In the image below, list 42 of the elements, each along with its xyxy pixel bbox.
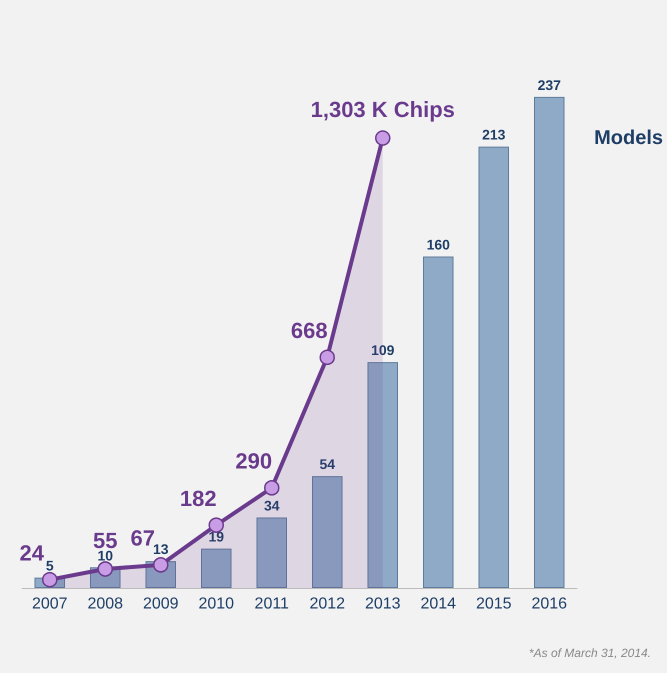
data-label: 24 — [20, 540, 45, 566]
bar — [478, 146, 510, 588]
point — [320, 350, 335, 366]
data-label: 290 — [235, 448, 272, 474]
data-label: 34 — [264, 498, 280, 514]
bar — [312, 476, 343, 588]
data-label: 1,303 K Chips — [310, 96, 455, 122]
bar — [422, 256, 454, 588]
x-tick-label: 2013 — [364, 596, 401, 612]
bar — [200, 548, 232, 588]
bar — [367, 362, 398, 588]
x-tick-label: 2012 — [309, 596, 346, 612]
data-label: 182 — [180, 486, 217, 511]
point — [153, 557, 168, 573]
point — [375, 130, 390, 146]
data-label: 54 — [319, 456, 336, 472]
data-label: 19 — [208, 528, 224, 545]
point — [208, 517, 224, 533]
x-tick-label: 2015 — [476, 596, 512, 612]
data-label: 10 — [97, 547, 114, 564]
bar — [256, 518, 288, 588]
x-tick-label: 2011 — [254, 596, 290, 612]
x-tick-label: 2009 — [142, 596, 179, 612]
point — [264, 480, 280, 496]
data-label: 160 — [426, 236, 450, 252]
data-label: 5 — [46, 558, 54, 574]
x-tick-label: 2010 — [198, 596, 234, 612]
x-tick-label: 2007 — [32, 596, 68, 612]
data-label: 13 — [152, 541, 169, 558]
x-tick-label: 2008 — [87, 596, 124, 612]
point — [98, 561, 113, 577]
x-tick-label: 2014 — [420, 596, 456, 612]
data-label: 67 — [130, 526, 155, 551]
bar — [534, 96, 565, 588]
data-label: 668 — [290, 318, 328, 344]
data-label: 213 — [482, 126, 506, 143]
point — [42, 572, 58, 588]
data-label: 237 — [538, 76, 562, 93]
text: *As of March 31, 2014. — [528, 646, 652, 660]
series-label: Models — [594, 127, 664, 149]
x-tick-label: 2016 — [531, 596, 568, 612]
data-label: 109 — [371, 342, 395, 358]
